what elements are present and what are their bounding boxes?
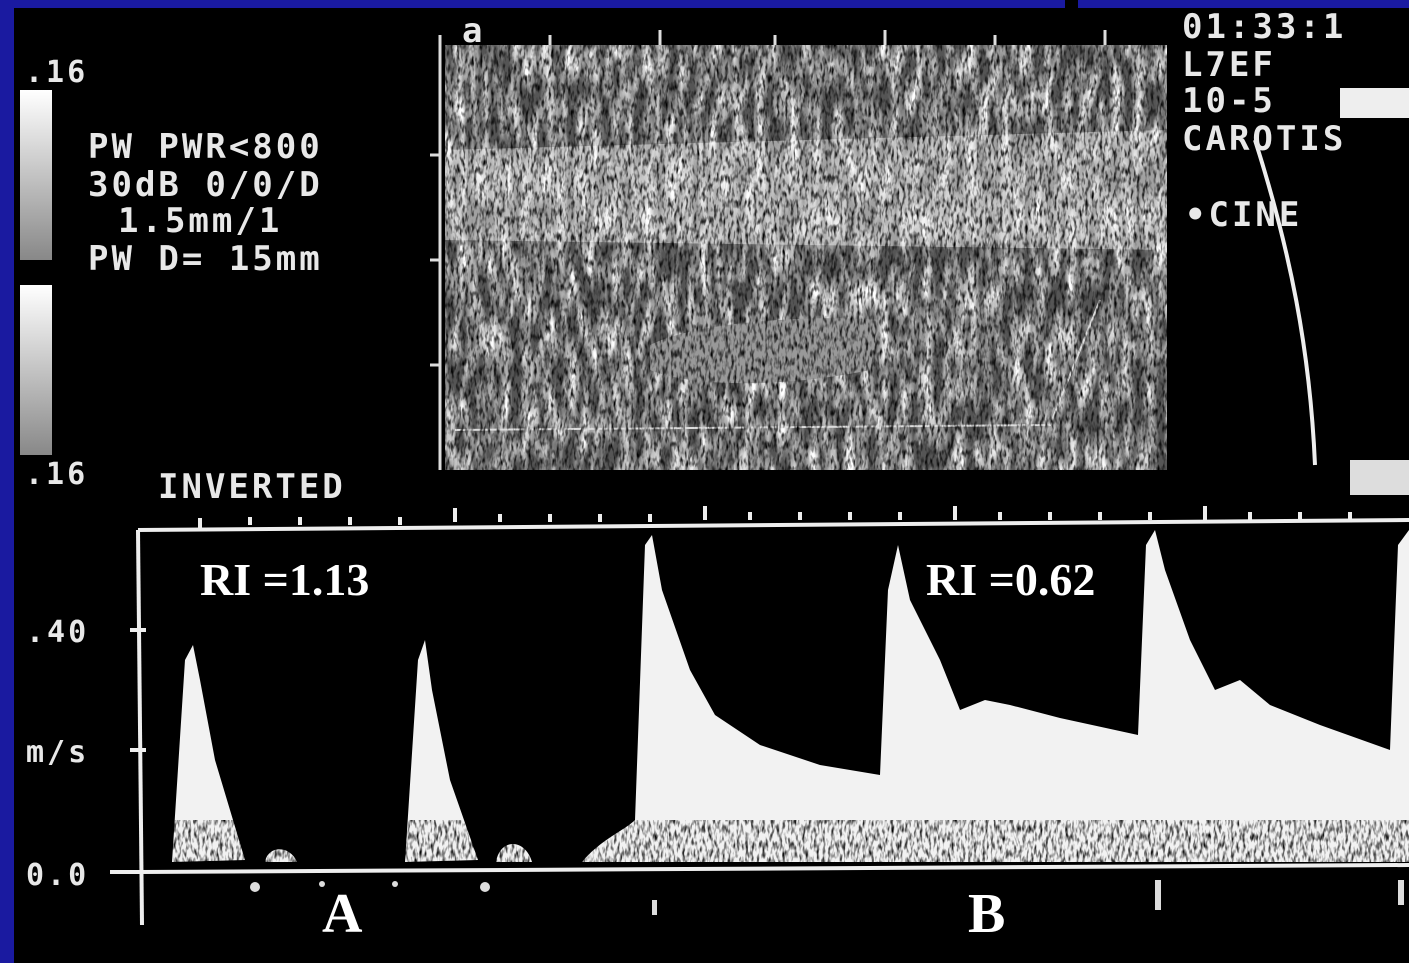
gray-scale-bar [20, 285, 52, 455]
scale-top: .16 [25, 55, 88, 90]
b-mode-image [445, 45, 1167, 470]
ri-label: RI =0.62 [926, 554, 1095, 605]
panel-label: B [968, 883, 1005, 945]
blue-edge [0, 0, 1065, 8]
inverted-label: INVERTED [158, 467, 346, 507]
marker-box [1350, 460, 1409, 495]
gray-scale-bar [20, 90, 52, 260]
blue-edge [0, 0, 14, 963]
setting: 30dB 0/0/D [88, 165, 323, 205]
setting: 1.5mm/1 [118, 201, 282, 241]
axis-unit: m/s [26, 735, 89, 770]
setting: PW PWR<800 [88, 127, 323, 167]
panel-label: A [322, 883, 363, 945]
time: 01:33:1 [1182, 7, 1346, 47]
scale-bottom: .16 [25, 457, 88, 492]
probe: L7EF [1182, 45, 1276, 85]
screenshot: a 01:33:1 L7EF 10-5 CAROTIS •CINE .16 PW… [0, 0, 1409, 963]
frame-label: a [462, 11, 485, 51]
axis-label: .40 [26, 615, 89, 650]
ri-label: RI =1.13 [200, 554, 369, 605]
setting: PW D= 15mm [88, 239, 323, 279]
page: {"ultrasound": { "header": {"frame": "a"… [0, 0, 1409, 963]
cine-mode: •CINE [1185, 195, 1302, 235]
preset: CAROTIS [1182, 119, 1346, 159]
marker-box [1340, 88, 1409, 118]
frequency: 10-5 [1182, 81, 1276, 121]
axis-label: 0.0 [26, 858, 89, 893]
